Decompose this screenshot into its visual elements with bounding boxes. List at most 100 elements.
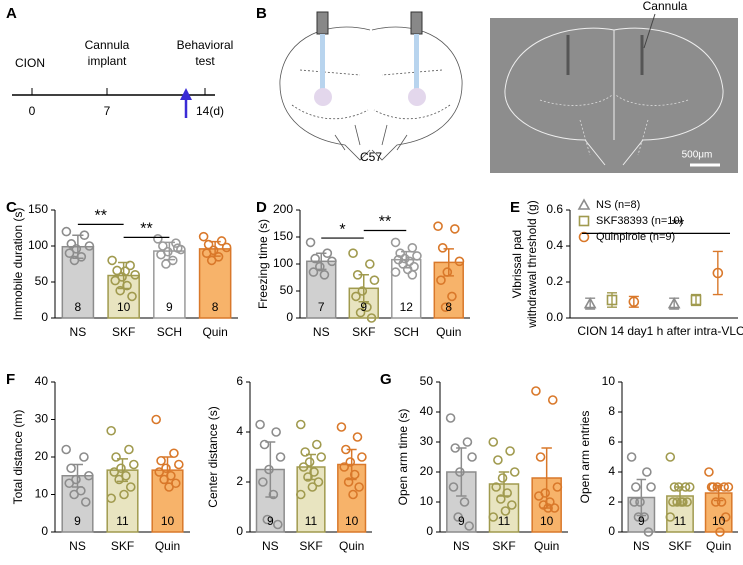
data-dot bbox=[66, 463, 76, 474]
data-dot bbox=[304, 457, 315, 467]
data-dot bbox=[437, 243, 448, 253]
y-axis-label: Freezing time (s) bbox=[256, 219, 270, 309]
data-dot bbox=[706, 482, 717, 492]
y-tick-label: 50 bbox=[35, 274, 49, 288]
error-bar bbox=[456, 447, 467, 497]
data-dot bbox=[161, 259, 171, 269]
data-dot bbox=[84, 470, 94, 481]
event-label: Behavioral bbox=[177, 38, 234, 52]
data-dot bbox=[310, 253, 320, 264]
n-label: 10 bbox=[117, 300, 131, 314]
data-dot bbox=[669, 482, 680, 492]
data-dot bbox=[505, 446, 515, 456]
y-tick-label: 10 bbox=[602, 374, 616, 388]
data-dot bbox=[412, 251, 422, 261]
error-bar bbox=[712, 250, 723, 296]
data-dot bbox=[488, 437, 499, 447]
x-tick-label: SKF bbox=[492, 539, 515, 553]
n-label: 11 bbox=[116, 514, 129, 528]
data-dot bbox=[111, 452, 121, 462]
x-tick-label: SKF bbox=[112, 325, 135, 339]
y-tick-label: 50 bbox=[280, 283, 294, 297]
data-dot bbox=[307, 482, 318, 492]
data-dot bbox=[462, 437, 473, 447]
y-tick-label: 150 bbox=[273, 229, 293, 243]
data-dot bbox=[262, 514, 273, 525]
data-dot bbox=[114, 474, 124, 485]
n-label: 10 bbox=[540, 514, 554, 528]
data-dot bbox=[129, 459, 139, 470]
data-dot bbox=[357, 452, 367, 462]
cannula-shaft bbox=[414, 34, 419, 94]
panel-label: A bbox=[6, 5, 17, 22]
data-dot bbox=[151, 414, 161, 425]
y-tick-label: 0.6 bbox=[546, 202, 563, 216]
data-dot bbox=[64, 248, 75, 258]
data-dot bbox=[719, 482, 729, 492]
data-dot bbox=[448, 482, 459, 492]
x-tick-label: SKF bbox=[111, 539, 134, 553]
data-dot bbox=[488, 512, 499, 522]
data-dot bbox=[312, 439, 322, 450]
event-label: Cannula bbox=[85, 38, 130, 52]
x-tick-label: SKF bbox=[352, 325, 375, 339]
data-dot bbox=[313, 477, 324, 487]
panel-label: G bbox=[380, 371, 392, 388]
x-tick-label: NS bbox=[262, 539, 279, 553]
timeline-tick-label: 14(d) bbox=[196, 104, 224, 118]
data-dot bbox=[362, 302, 372, 313]
data-dot bbox=[442, 267, 453, 277]
data-dot bbox=[341, 444, 351, 455]
data-point bbox=[712, 267, 724, 279]
n-label: 9 bbox=[166, 300, 173, 314]
data-dot bbox=[127, 291, 137, 302]
legend-marker bbox=[578, 231, 590, 243]
data-dot bbox=[64, 478, 75, 489]
data-dot bbox=[305, 237, 316, 248]
data-dot bbox=[164, 482, 174, 492]
data-dot bbox=[436, 275, 446, 286]
data-dot bbox=[303, 472, 313, 482]
panel-label: B bbox=[256, 5, 267, 22]
data-dot bbox=[203, 239, 214, 250]
bar bbox=[391, 258, 422, 319]
n-label: 10 bbox=[712, 514, 726, 528]
n-label: 10 bbox=[161, 514, 175, 528]
data-dot bbox=[447, 291, 457, 302]
hemisphere bbox=[371, 26, 463, 161]
data-dot bbox=[352, 269, 363, 280]
data-dot bbox=[322, 248, 333, 258]
legend-label: Quinpirole (n=9) bbox=[596, 231, 675, 243]
data-dot bbox=[201, 248, 212, 258]
annotation: Cannula bbox=[643, 0, 688, 13]
data-dot bbox=[509, 467, 520, 477]
data-dot bbox=[122, 280, 132, 291]
y-tick-label: 30 bbox=[420, 434, 434, 448]
data-dot bbox=[355, 307, 366, 318]
annotation-line bbox=[643, 13, 656, 49]
data-dot bbox=[79, 452, 89, 462]
data-dot bbox=[295, 419, 306, 430]
data-point bbox=[606, 294, 618, 306]
y-tick-label: 10 bbox=[35, 487, 49, 501]
x-tick-label: NS bbox=[70, 325, 87, 339]
data-dot bbox=[300, 447, 310, 457]
data-dot bbox=[348, 248, 358, 258]
timeline-tick-label: 7 bbox=[104, 104, 111, 118]
brain-schematic bbox=[279, 26, 463, 161]
data-dot bbox=[507, 500, 517, 510]
data-dot bbox=[66, 239, 77, 249]
data-dot bbox=[110, 275, 121, 286]
data-dot bbox=[268, 489, 279, 500]
data-dot bbox=[502, 488, 512, 498]
data-dot bbox=[433, 221, 443, 231]
data-dot bbox=[255, 419, 265, 430]
data-dot bbox=[80, 497, 91, 507]
data-dot bbox=[676, 497, 687, 507]
data-dot bbox=[549, 503, 560, 513]
data-dot bbox=[308, 267, 319, 277]
data-dot bbox=[500, 506, 511, 516]
data-dot bbox=[496, 494, 506, 504]
y-axis-label: Immobile duration (s) bbox=[11, 208, 25, 321]
error-bar bbox=[628, 295, 639, 308]
